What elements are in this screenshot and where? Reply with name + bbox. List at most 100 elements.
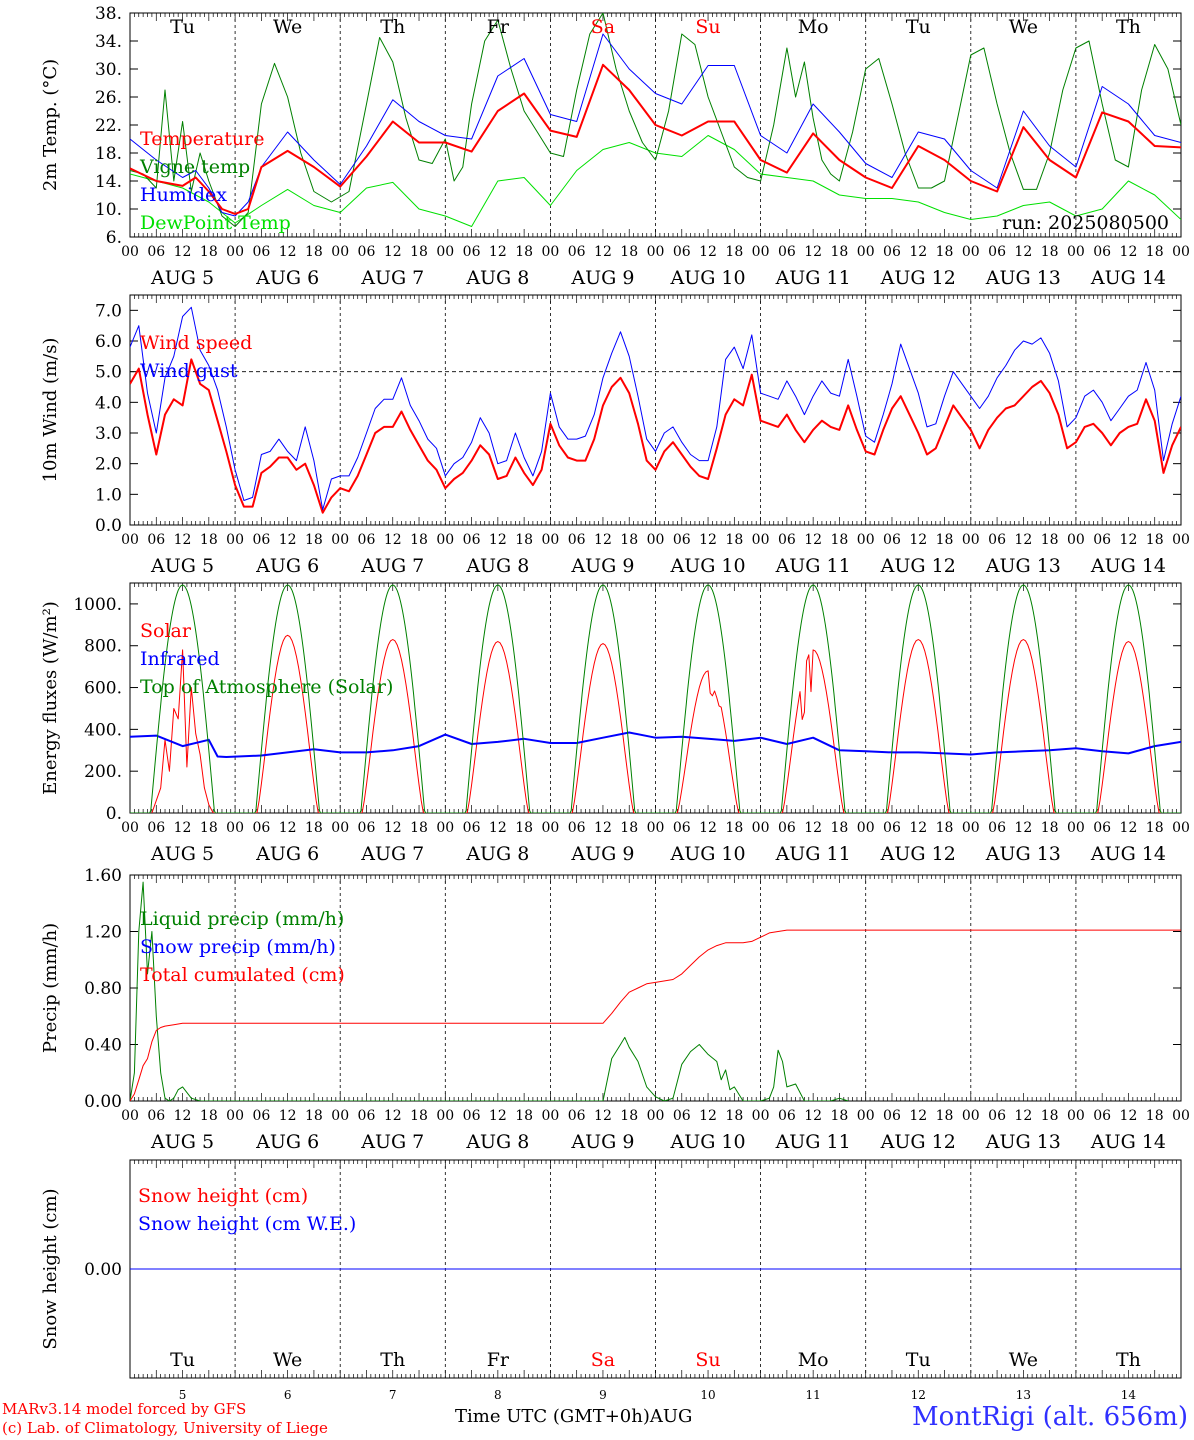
hour-tick-label: 12 (174, 532, 192, 548)
day-of-week-label: Sa (591, 1349, 615, 1371)
day-of-week-label: Th (1116, 1349, 1141, 1371)
hour-tick-label: 06 (1093, 820, 1111, 836)
day-of-week-label: Su (695, 16, 720, 38)
day-of-week-label: Mo (798, 16, 829, 38)
date-label: AUG 12 (880, 555, 956, 577)
y-axis-label: 2m Temp. (°C) (40, 59, 61, 191)
date-label: AUG 13 (985, 1131, 1061, 1153)
date-label: AUG 13 (985, 843, 1061, 865)
hour-tick-label: 12 (594, 532, 612, 548)
hour-tick-label: 12 (489, 532, 507, 548)
hour-tick-label: 06 (252, 244, 270, 260)
legend-entry: Total cumulated (cm) (140, 964, 345, 986)
hour-tick-label: 06 (358, 1108, 376, 1124)
hour-tick-label: 06 (673, 532, 691, 548)
y-tick-label: 200. (84, 762, 122, 782)
hour-tick-label: 12 (279, 820, 297, 836)
station-name: MontRigi (alt. 656m) (912, 1402, 1188, 1432)
date-label: AUG 10 (669, 555, 745, 577)
day-of-week-label: Sa (591, 16, 615, 38)
day-of-week-label: Tu (170, 16, 195, 38)
hour-tick-label: 00 (647, 1108, 665, 1124)
y-tick-label: 26. (95, 88, 122, 108)
date-label: AUG 9 (570, 1131, 634, 1153)
panel-2: 0.0 1.0 2.0 3.0 4.0 5.0 6.0 7.0 10m Wind (m/s) 00… (40, 294, 1190, 577)
hour-tick-label: 06 (883, 1108, 901, 1124)
hour-tick-label: 12 (804, 244, 822, 260)
hour-tick-label: 06 (358, 244, 376, 260)
hour-tick-label: 06 (778, 820, 796, 836)
hour-tick-label: 12 (489, 820, 507, 836)
hour-tick-label: 00 (541, 532, 559, 548)
hour-tick-label: 12 (489, 244, 507, 260)
panel-5: 0.00 Snow height (cm) Snow height (cm) Snow… (40, 1159, 1182, 1379)
hour-tick-label: 18 (515, 1108, 533, 1124)
hour-tick-label: 12 (384, 1108, 402, 1124)
y-tick-label: 3.0 (95, 424, 122, 444)
hour-tick-label: 18 (200, 820, 218, 836)
hour-tick-label: 12 (594, 820, 612, 836)
hour-tick-label: 18 (515, 820, 533, 836)
y-tick-label: 0.00 (84, 1260, 122, 1280)
hour-tick-label: 00 (857, 532, 875, 548)
series-line-solar (151, 634, 1181, 813)
day-of-week-label: Tu (906, 16, 931, 38)
hour-tick-label: 06 (252, 532, 270, 548)
hour-tick-label: 06 (988, 532, 1006, 548)
hour-tick-label: 18 (200, 532, 218, 548)
day-of-week-label: Mo (798, 1349, 829, 1371)
hour-tick-label: 06 (988, 820, 1006, 836)
hour-tick-label: 12 (909, 820, 927, 836)
date-label: AUG 6 (255, 555, 319, 577)
hour-tick-label: 00 (1172, 532, 1190, 548)
day-number-label: 11 (806, 1388, 821, 1402)
hour-tick-label: 12 (1120, 532, 1138, 548)
hour-tick-label: 00 (647, 820, 665, 836)
series-line-infrared (130, 731, 1181, 758)
legend-entry: Vigne temp (139, 156, 250, 178)
legend-entry: Liquid precip (mm/h) (140, 908, 344, 930)
hour-tick-label: 06 (883, 820, 901, 836)
y-tick-label: 5.0 (95, 363, 122, 383)
hour-tick-label: 18 (305, 532, 323, 548)
y-tick-label: 10. (95, 200, 122, 220)
panel-1: 6. 10. 14. 18. 22. 26. 30. 34. 38. 2m Temp. (°C) 0… (40, 4, 1190, 289)
hour-tick-label: 00 (121, 244, 139, 260)
day-of-week-label: We (1009, 1349, 1038, 1371)
day-of-week-label: Th (380, 16, 405, 38)
hour-tick-label: 00 (962, 244, 980, 260)
hour-tick-label: 12 (699, 532, 717, 548)
hour-tick-label: 18 (1041, 1108, 1059, 1124)
hour-tick-label: 18 (1041, 820, 1059, 836)
hour-tick-label: 06 (778, 532, 796, 548)
hour-tick-label: 06 (883, 244, 901, 260)
day-number-label: 14 (1121, 1388, 1137, 1402)
day-of-week-label: Tu (906, 1349, 931, 1371)
hour-tick-label: 00 (1172, 820, 1190, 836)
date-label: AUG 11 (775, 843, 851, 865)
y-tick-label: 0.0 (95, 516, 122, 536)
hour-tick-label: 06 (673, 244, 691, 260)
hour-tick-label: 12 (1014, 1108, 1032, 1124)
hour-tick-label: 00 (331, 532, 349, 548)
y-tick-label: 400. (84, 720, 122, 740)
hour-tick-label: 00 (436, 244, 454, 260)
hour-tick-label: 12 (1014, 532, 1032, 548)
hour-tick-label: 00 (962, 820, 980, 836)
panel-4: 0.00 0.40 0.80 1.20 1.60 Precip (mm/h) 00 06 12 1… (40, 866, 1190, 1153)
date-label: AUG 5 (150, 555, 214, 577)
hour-tick-label: 00 (857, 1108, 875, 1124)
hour-tick-label: 18 (305, 820, 323, 836)
hour-tick-label: 00 (226, 244, 244, 260)
y-tick-label: 30. (95, 60, 122, 80)
hour-tick-label: 18 (305, 244, 323, 260)
hour-tick-label: 18 (725, 1108, 743, 1124)
hour-tick-label: 18 (620, 820, 638, 836)
hour-tick-label: 06 (1093, 244, 1111, 260)
date-label: AUG 5 (150, 843, 214, 865)
hour-tick-label: 18 (410, 244, 428, 260)
hour-tick-label: 18 (1146, 820, 1164, 836)
hour-tick-label: 12 (384, 244, 402, 260)
legend-entry: Wind speed (140, 332, 252, 354)
y-tick-label: 0.40 (84, 1036, 122, 1056)
